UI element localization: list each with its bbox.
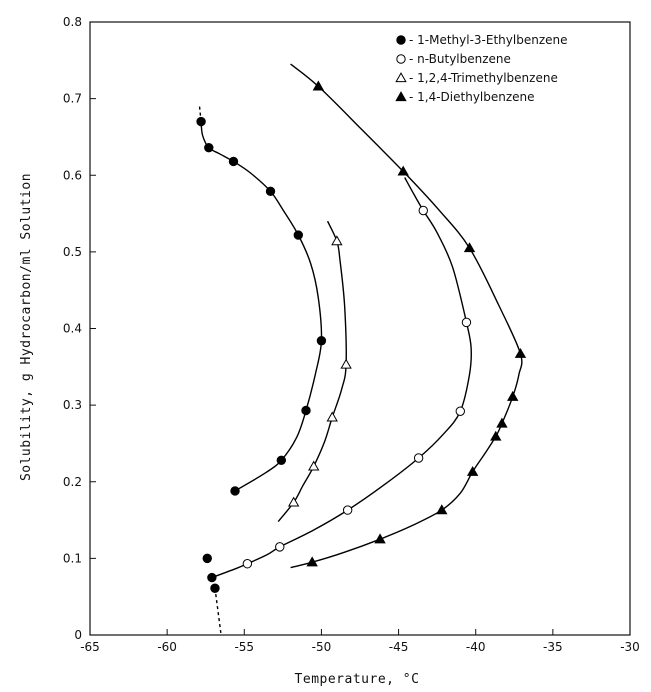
x-tick-label: -35 — [543, 640, 563, 654]
point-n-butylbenzene — [242, 559, 253, 569]
y-tick-label: 0.7 — [63, 92, 82, 106]
y-tick-label: 0.1 — [63, 551, 82, 565]
x-tick-label: -65 — [80, 640, 100, 654]
point-n-butylbenzene — [455, 406, 465, 416]
legend-label: - 1,4-Diethylbenzene — [409, 90, 535, 104]
x-tick-label: -60 — [157, 640, 177, 654]
point-1-2-4-trimethylbenzene — [331, 235, 343, 246]
legend-marker — [395, 72, 407, 83]
x-tick-label: -40 — [466, 640, 486, 654]
x-tick-label: -45 — [389, 640, 409, 654]
legend: - 1-Methyl-3-Ethylbenzene - n-Butylbenzen… — [395, 33, 568, 104]
y-axis-label: Solubility, g Hydrocarbon/ml Solution — [19, 173, 34, 481]
point-1-methyl-3-ethylbenzene — [210, 583, 220, 593]
point-1-4-diethylbenzene — [463, 242, 476, 253]
y-tick-label: 0.8 — [63, 15, 82, 29]
plot-border — [89, 21, 631, 636]
point-n-butylbenzene — [342, 505, 353, 515]
series-markers — [196, 80, 527, 593]
point-1-4-diethylbenzene — [374, 533, 386, 544]
point-1-4-diethylbenzene — [397, 165, 409, 176]
point-1-methyl-3-ethylbenzene — [301, 405, 311, 416]
point-1-4-diethylbenzene — [496, 417, 508, 428]
plot-frame — [89, 21, 631, 636]
series-curves — [198, 63, 523, 636]
y-tick-label: 0 — [74, 628, 82, 642]
point-1-4-diethylbenzene — [466, 465, 479, 476]
axis-ticks: -65 -60 -55 -50 -45 -40 -35 -30 0 0.1 0.2 0.3 0.4 0.5… — [63, 15, 640, 654]
x-tick-label: -50 — [312, 640, 332, 654]
point-1-methyl-3-ethylbenzene — [228, 156, 239, 167]
curve-n-butylbenzene — [211, 177, 473, 579]
y-tick-label: 0.6 — [63, 168, 82, 182]
point-1-4-diethylbenzene — [507, 390, 519, 401]
y-tick-label: 0.4 — [63, 322, 82, 336]
point-1-4-diethylbenzene — [514, 347, 527, 358]
legend-marker — [396, 54, 406, 64]
y-tick-label: 0.3 — [63, 398, 82, 412]
point-1-2-4-trimethylbenzene — [326, 411, 338, 422]
point-1-2-4-trimethylbenzene — [340, 358, 352, 369]
y-tick-label: 0.2 — [63, 475, 82, 489]
point-1-2-4-trimethylbenzene — [287, 496, 300, 507]
curve-1-2-4-trimethylbenzene — [277, 220, 347, 523]
curve-1-methyl-3-ethylbenzene — [200, 121, 323, 492]
point-1-methyl-3-ethylbenzene — [316, 336, 327, 346]
legend-label: - 1-Methyl-3-Ethylbenzene — [409, 33, 568, 47]
y-tick-label: 0.5 — [63, 245, 82, 259]
point-1-methyl-3-ethylbenzene — [207, 572, 217, 583]
x-axis-label: Temperature, °C — [295, 672, 420, 687]
legend-label: - n-Butylbenzene — [409, 52, 511, 66]
point-n-butylbenzene — [461, 317, 472, 328]
legend-marker — [395, 91, 407, 102]
legend-marker — [396, 35, 406, 45]
point-1-methyl-3-ethylbenzene — [276, 455, 287, 465]
point-n-butylbenzene — [418, 205, 428, 216]
point-1-2-4-trimethylbenzene — [308, 460, 320, 471]
dashed-1-methyl-3-ethylbenzene — [214, 588, 222, 636]
point-1-4-diethylbenzene — [306, 556, 318, 567]
point-1-methyl-3-ethylbenzene — [202, 553, 212, 564]
point-1-methyl-3-ethylbenzene — [230, 486, 240, 496]
point-1-4-diethylbenzene — [490, 430, 502, 441]
x-tick-label: -55 — [234, 640, 254, 654]
point-1-4-diethylbenzene — [436, 504, 448, 515]
point-1-methyl-3-ethylbenzene — [265, 186, 276, 197]
legend-label: - 1,2,4-Trimethylbenzene — [409, 71, 558, 85]
curve-1-4-diethylbenzene — [290, 63, 523, 569]
point-n-butylbenzene — [413, 453, 424, 463]
point-1-methyl-3-ethylbenzene — [204, 142, 214, 153]
point-1-methyl-3-ethylbenzene — [293, 230, 303, 240]
x-tick-label: -30 — [620, 640, 640, 654]
point-n-butylbenzene — [275, 542, 285, 552]
point-1-methyl-3-ethylbenzene — [196, 116, 206, 127]
point-1-4-diethylbenzene — [312, 80, 325, 91]
